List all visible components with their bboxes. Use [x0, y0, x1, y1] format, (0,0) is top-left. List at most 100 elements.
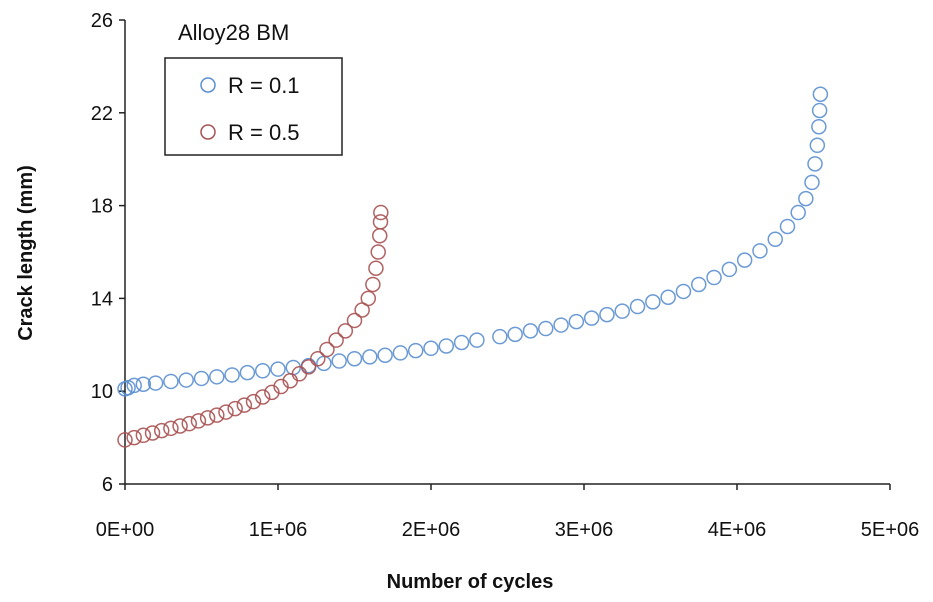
- data-point: [300, 357, 317, 374]
- data-point: [469, 332, 485, 348]
- data-point: [779, 218, 796, 235]
- y-tick-label: 22: [91, 103, 113, 125]
- y-tick-label: 10: [91, 381, 113, 403]
- data-point: [199, 410, 216, 426]
- data-point: [568, 313, 585, 330]
- data-point: [752, 243, 768, 259]
- data-point: [553, 317, 569, 333]
- x-tick-label: 0E+00: [96, 519, 154, 541]
- data-point: [629, 298, 646, 315]
- data-point: [538, 320, 554, 337]
- data-point: [209, 407, 225, 423]
- y-tick-label: 6: [102, 474, 113, 496]
- data-point: [153, 422, 170, 439]
- data-point: [209, 369, 225, 385]
- data-point: [360, 290, 377, 307]
- data-point: [236, 397, 253, 413]
- data-point: [392, 345, 409, 361]
- data-point: [706, 269, 722, 286]
- data-point: [373, 204, 389, 221]
- data-point: [346, 350, 363, 367]
- data-point: [365, 276, 381, 293]
- data-point: [507, 326, 523, 343]
- y-ticks: 6 10 14 18 22 26: [91, 10, 125, 496]
- data-point: [117, 432, 133, 448]
- x-axis-title: Number of cycles: [387, 571, 554, 593]
- data-point: [522, 323, 539, 339]
- data-point: [368, 260, 384, 276]
- legend-marker-r05: [200, 124, 216, 140]
- data-point: [172, 418, 188, 434]
- data-point: [691, 276, 707, 293]
- series-r05: [117, 204, 389, 448]
- data-point: [178, 372, 194, 388]
- legend-label-r05: R = 0.5: [228, 120, 300, 145]
- x-tick-label: 5E+06: [861, 519, 919, 541]
- data-point: [270, 361, 286, 377]
- data-point: [660, 289, 676, 305]
- data-point: [319, 341, 335, 358]
- data-point: [254, 389, 271, 405]
- y-tick-label: 26: [91, 10, 113, 32]
- data-point: [721, 261, 738, 278]
- data-point: [798, 190, 814, 207]
- data-point: [804, 174, 820, 191]
- data-point: [453, 334, 470, 351]
- data-point: [372, 214, 389, 230]
- data-point: [675, 283, 692, 300]
- data-point: [147, 375, 164, 391]
- data-point: [190, 413, 207, 429]
- data-point: [438, 338, 455, 354]
- legend-title: Alloy28 BM: [178, 20, 289, 45]
- data-point: [273, 378, 289, 395]
- data-point: [144, 425, 161, 441]
- data-point: [337, 323, 354, 339]
- data-point: [583, 310, 600, 326]
- data-point: [790, 204, 806, 221]
- legend-marker-r01: [200, 77, 216, 93]
- data-point: [492, 328, 508, 345]
- data-point: [423, 340, 439, 357]
- data-point: [767, 231, 783, 247]
- data-point: [407, 342, 424, 359]
- data-point: [245, 393, 262, 410]
- y-tick-label: 18: [91, 196, 113, 218]
- x-ticks: 0E+00 1E+06 2E+06 3E+06 4E+06 5E+06: [96, 484, 919, 541]
- x-tick-label: 2E+06: [402, 519, 460, 541]
- y-tick-label: 14: [91, 288, 113, 310]
- series-layer: [117, 86, 829, 448]
- data-point: [346, 312, 363, 329]
- data-point: [614, 303, 630, 319]
- data-point: [807, 156, 823, 172]
- data-point: [218, 404, 234, 420]
- data-point: [163, 420, 179, 437]
- data-point: [264, 384, 280, 401]
- data-point: [193, 370, 210, 387]
- data-point: [645, 294, 661, 310]
- data-point: [239, 364, 256, 381]
- x-tick-label: 4E+06: [708, 519, 766, 541]
- data-point: [811, 102, 828, 119]
- data-point: [300, 359, 317, 375]
- data-point: [135, 427, 152, 444]
- data-point: [163, 373, 179, 390]
- data-point: [370, 244, 386, 260]
- data-point: [809, 137, 826, 154]
- data-point: [331, 353, 347, 369]
- x-tick-label: 1E+06: [249, 519, 307, 541]
- data-point: [181, 415, 198, 432]
- legend: Alloy28 BM R = 0.1 R = 0.5: [164, 20, 343, 156]
- data-point: [254, 363, 271, 379]
- data-point: [362, 349, 378, 365]
- y-axis-title: Crack length (mm): [15, 165, 37, 341]
- series-r01: [117, 86, 829, 397]
- data-point: [812, 86, 829, 102]
- data-point: [811, 118, 827, 135]
- data-point: [227, 400, 243, 417]
- data-point: [371, 228, 388, 244]
- data-point: [126, 377, 142, 394]
- data-point: [736, 252, 753, 268]
- data-point: [126, 429, 142, 446]
- data-point: [224, 367, 240, 383]
